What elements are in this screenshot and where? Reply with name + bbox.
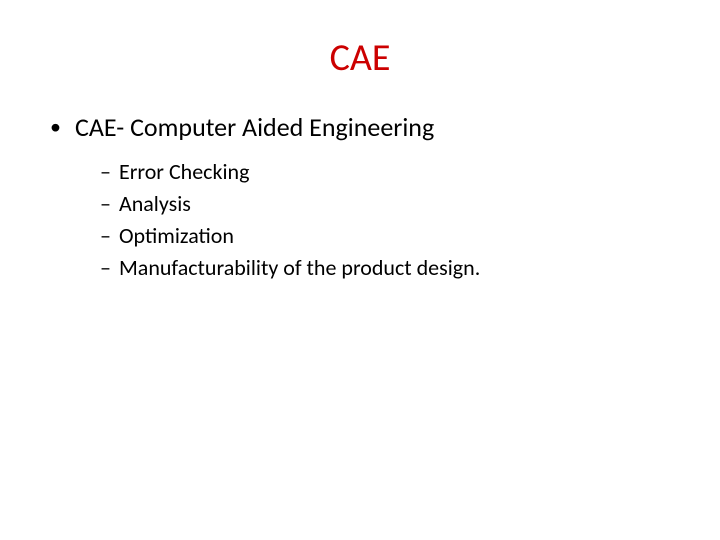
bullet-text: Optimization xyxy=(119,222,234,249)
bullet-item-level1: • CAE- Computer Aided Engineering xyxy=(50,111,680,143)
bullet-text: Analysis xyxy=(119,190,191,217)
slide-container: CAE • CAE- Computer Aided Engineering – … xyxy=(0,0,720,540)
bullet-item-level2: – Error Checking xyxy=(100,158,680,186)
slide-title: CAE xyxy=(40,35,680,81)
bullet-item-level2: – Analysis xyxy=(100,190,680,218)
bullet-marker: – xyxy=(100,254,111,282)
bullet-text: Error Checking xyxy=(119,158,249,185)
bullet-text: Manufacturability of the product design. xyxy=(119,254,480,281)
bullet-marker: – xyxy=(100,158,111,186)
bullet-marker: • xyxy=(50,111,61,143)
bullet-marker: – xyxy=(100,222,111,250)
bullet-text: CAE- Computer Aided Engineering xyxy=(75,111,434,143)
bullet-marker: – xyxy=(100,190,111,218)
bullet-item-level2: – Manufacturability of the product desig… xyxy=(100,254,680,282)
bullet-item-level2: – Optimization xyxy=(100,222,680,250)
